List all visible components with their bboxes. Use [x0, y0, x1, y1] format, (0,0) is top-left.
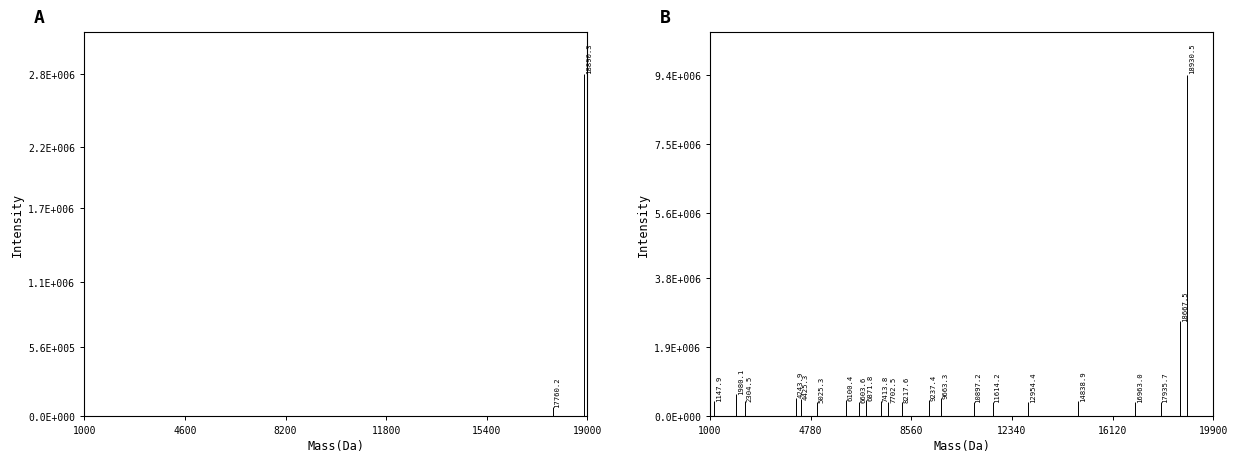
- Text: 18890.3: 18890.3: [586, 43, 592, 73]
- Text: 17760.2: 17760.2: [555, 376, 560, 407]
- Text: 16963.0: 16963.0: [1136, 371, 1142, 402]
- Text: 12954.4: 12954.4: [1030, 371, 1036, 402]
- Text: 10897.2: 10897.2: [975, 371, 981, 402]
- Text: 18930.5: 18930.5: [1189, 44, 1194, 74]
- Text: 18667.5: 18667.5: [1182, 291, 1188, 321]
- Text: 1147.9: 1147.9: [716, 375, 721, 401]
- Text: 6100.4: 6100.4: [847, 375, 854, 400]
- Text: A: A: [33, 9, 45, 27]
- Text: 8217.6: 8217.6: [903, 376, 909, 402]
- Y-axis label: Intensity: Intensity: [637, 192, 650, 256]
- Text: 11614.2: 11614.2: [994, 372, 1000, 402]
- Text: 14838.9: 14838.9: [1080, 371, 1087, 401]
- Text: 7413.8: 7413.8: [882, 375, 888, 401]
- X-axis label: Mass(Da): Mass(Da): [307, 439, 364, 452]
- Text: 5025.3: 5025.3: [819, 376, 825, 402]
- Text: 1980.1: 1980.1: [737, 368, 743, 394]
- Y-axis label: Intensity: Intensity: [11, 192, 24, 256]
- Text: 17935.7: 17935.7: [1162, 371, 1168, 402]
- X-axis label: Mass(Da): Mass(Da): [933, 439, 990, 452]
- Text: 6871.8: 6871.8: [869, 374, 873, 400]
- Text: 4243.9: 4243.9: [798, 371, 804, 398]
- Text: 7702.5: 7702.5: [890, 376, 896, 402]
- Text: 9663.3: 9663.3: [943, 372, 948, 398]
- Text: 4425.3: 4425.3: [803, 373, 809, 400]
- Text: 6603.6: 6603.6: [861, 376, 867, 402]
- Text: 2304.5: 2304.5: [746, 375, 752, 401]
- Text: 9237.4: 9237.4: [930, 375, 937, 400]
- Text: B: B: [659, 9, 670, 27]
